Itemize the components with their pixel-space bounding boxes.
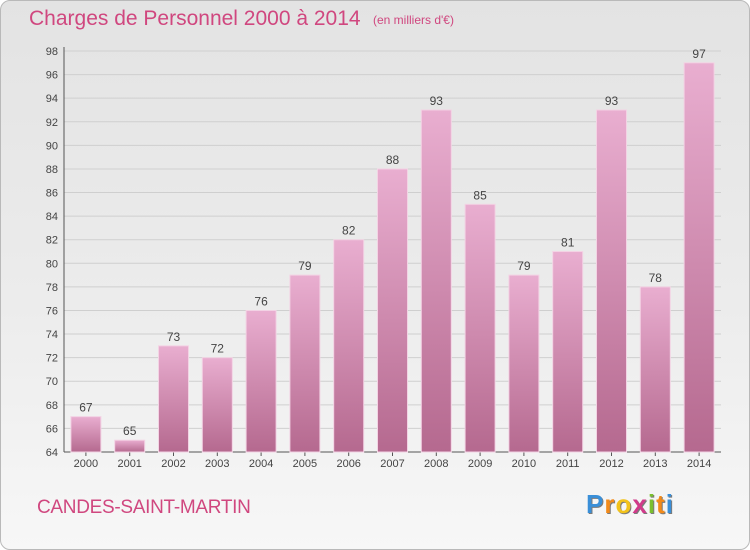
y-tick-label: 94	[46, 93, 58, 105]
bar-2005	[289, 274, 321, 453]
value-label-2009: 85	[473, 188, 487, 202]
y-tick-label: 90	[46, 140, 58, 152]
y-tick-label: 66	[46, 423, 58, 435]
bar-2012	[596, 109, 627, 453]
y-tick-label: 80	[46, 258, 58, 270]
bar-2006	[333, 239, 365, 453]
x-tick-label-2006: 2006	[336, 458, 360, 470]
commune-name: CANDES-SAINT-MARTIN	[37, 497, 251, 518]
value-label-2007: 88	[386, 153, 400, 167]
x-tick-label-2005: 2005	[293, 458, 317, 470]
bar-2000	[70, 416, 102, 453]
bar-2009	[464, 203, 496, 453]
x-tick-label-2011: 2011	[556, 458, 580, 470]
value-label-2014: 97	[692, 47, 706, 61]
value-label-2012: 93	[605, 94, 619, 108]
logo-letter: o	[615, 489, 633, 519]
y-tick-label: 70	[46, 376, 58, 388]
bar-2002	[158, 345, 189, 453]
logo-letter: t	[656, 489, 666, 519]
bar-2013	[639, 286, 671, 453]
value-label-2000: 67	[79, 401, 93, 415]
value-label-2003: 72	[211, 342, 225, 356]
value-label-2004: 76	[254, 294, 268, 308]
value-label-2008: 93	[430, 94, 444, 108]
y-tick-label: 74	[46, 329, 58, 341]
x-tick-label-2008: 2008	[424, 458, 448, 470]
value-label-2010: 79	[517, 259, 531, 273]
x-tick-label-2001: 2001	[117, 458, 141, 470]
bar-2014	[683, 62, 715, 453]
bar-2011	[552, 251, 584, 453]
bar-2010	[508, 274, 540, 453]
chart-subtitle: (en milliers d'€)	[373, 13, 454, 27]
x-tick-label-2007: 2007	[380, 458, 404, 470]
logo-letter: r	[604, 489, 616, 519]
bar-2003	[201, 357, 233, 453]
logo-letter: i	[647, 489, 657, 519]
y-tick-label: 82	[46, 235, 58, 247]
chart-title: Charges de Personnel 2000 à 2014	[29, 7, 361, 30]
y-tick-label: 72	[46, 353, 58, 365]
y-tick-label: 78	[46, 282, 58, 294]
value-label-2013: 78	[649, 271, 663, 285]
x-tick-label-2014: 2014	[687, 458, 711, 470]
logo-letter: i	[665, 489, 674, 519]
y-tick-label: 76	[46, 305, 58, 317]
value-label-2011: 81	[561, 236, 575, 250]
y-tick-label: 64	[46, 447, 58, 459]
value-label-2006: 82	[342, 224, 356, 238]
value-label-2005: 79	[298, 259, 312, 273]
y-tick-label: 86	[46, 188, 58, 200]
x-tick-label-2000: 2000	[74, 458, 98, 470]
bar-2001	[114, 439, 146, 453]
value-label-2001: 65	[123, 424, 137, 438]
y-tick-label: 84	[46, 211, 58, 223]
y-tick-label: 98	[46, 46, 58, 58]
y-tick-label: 88	[46, 164, 58, 176]
x-tick-label-2003: 2003	[205, 458, 229, 470]
y-tick-label: 92	[46, 117, 58, 129]
proxiti-logo: Proxiti	[586, 489, 674, 520]
logo-letter: P	[586, 489, 605, 519]
value-label-2002: 73	[167, 330, 181, 344]
bar-2004	[245, 309, 277, 453]
x-tick-label-2004: 2004	[249, 458, 273, 470]
logo-letter: x	[632, 489, 648, 519]
x-tick-label-2010: 2010	[512, 458, 536, 470]
x-tick-label-2013: 2013	[643, 458, 667, 470]
bar-2007	[377, 168, 408, 453]
y-tick-label: 68	[46, 400, 58, 412]
y-tick-label: 96	[46, 70, 58, 82]
bar-2008	[420, 109, 452, 453]
x-tick-label-2009: 2009	[468, 458, 492, 470]
x-tick-label-2012: 2012	[599, 458, 623, 470]
x-tick-label-2002: 2002	[161, 458, 185, 470]
